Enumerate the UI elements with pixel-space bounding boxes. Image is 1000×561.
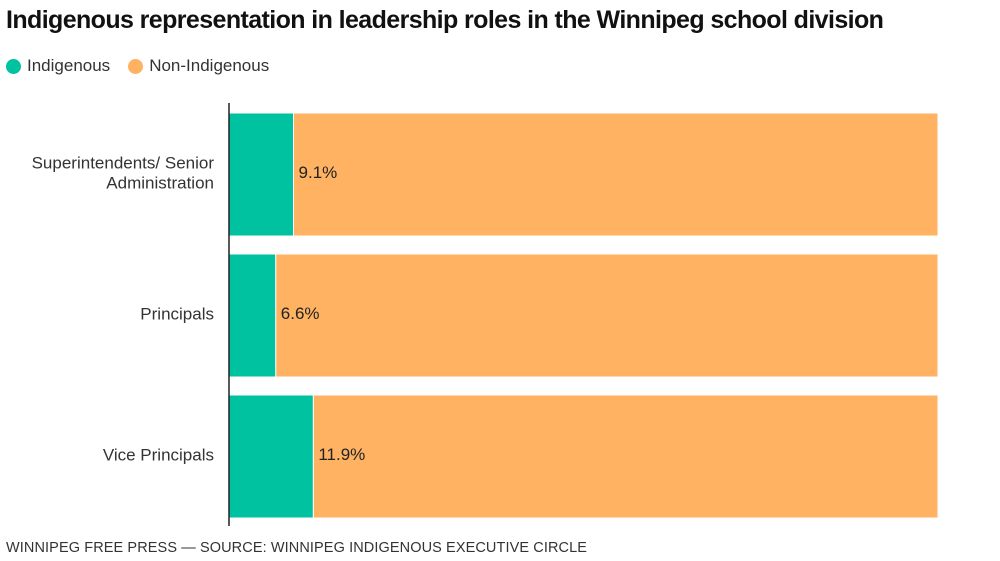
bar-indigenous-2 — [228, 394, 314, 519]
legend-label-indigenous: Indigenous — [27, 56, 111, 75]
data-label-1: 6.6% — [281, 304, 320, 323]
category-label-line: Superintendents/ Senior — [32, 154, 215, 173]
stacked-bar-chart: 9.1% Superintendents/ Senior Administratio… — [32, 103, 939, 526]
legend-item-non-indigenous: Non-Indigenous — [128, 56, 269, 76]
legend-swatch-indigenous — [6, 58, 21, 74]
bar-non-indigenous-0 — [293, 112, 939, 237]
category-label-2: Vice Principals — [103, 446, 214, 465]
category-label-1: Principals — [140, 305, 214, 324]
data-label-0: 9.1% — [299, 163, 338, 182]
bar-non-indigenous-2 — [312, 394, 939, 519]
category-label-0: Superintendents/ Senior Administration — [32, 154, 215, 193]
bar-indigenous-0 — [228, 112, 295, 237]
category-label-line: Administration — [106, 174, 214, 193]
source-credit: WINNIPEG FREE PRESS — SOURCE: WINNIPEG I… — [6, 540, 588, 556]
bar-non-indigenous-1 — [275, 253, 939, 378]
legend-swatch-non-indigenous — [128, 58, 144, 74]
legend-item-indigenous: Indigenous — [6, 56, 110, 76]
legend-label-non-indigenous: Non-Indigenous — [149, 56, 270, 75]
data-label-2: 11.9% — [318, 445, 365, 464]
chart-title: Indigenous representation in leadership … — [6, 6, 884, 34]
category-label-line: Principals — [140, 305, 214, 324]
category-label-line: Vice Principals — [103, 446, 214, 465]
bar-indigenous-1 — [228, 253, 277, 378]
legend: Indigenous Non-Indigenous — [6, 56, 287, 76]
